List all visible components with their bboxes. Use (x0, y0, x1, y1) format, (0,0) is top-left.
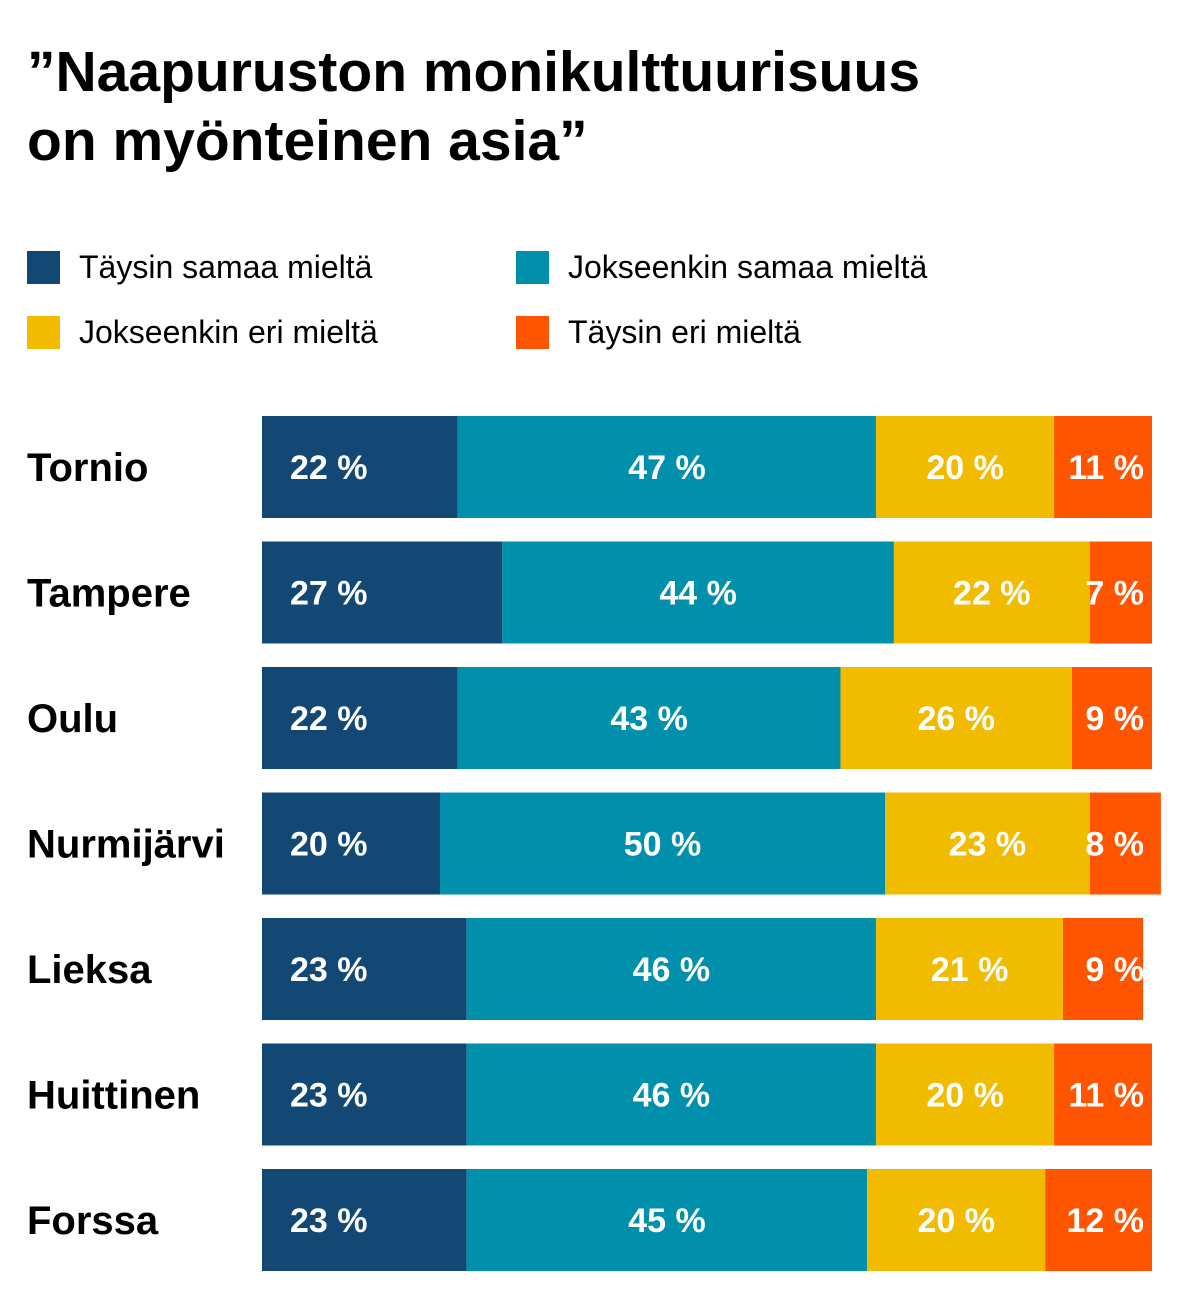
row-label-huittinen: Huittinen (27, 1074, 200, 1118)
legend-label-jokseenkin-eri: Jokseenkin eri mieltä (79, 314, 378, 350)
data-label-lieksa-jokseenkin-eri-mielta: 21 % (931, 951, 1009, 989)
data-label-nurmijarvi-taysin-samaa-mielta: 20 % (290, 826, 368, 864)
bar-segment-forssa-jokseenkin-samaa-mielta (466, 1169, 868, 1271)
data-label-tornio-jokseenkin-samaa-mielta: 47 % (628, 449, 706, 487)
data-label-forssa-taysin-samaa-mielta: 23 % (290, 1202, 368, 1240)
bar-segment-oulu-jokseenkin-eri-mielta (840, 667, 1072, 769)
data-label-nurmijarvi-taysin-eri-mielta: 8 % (1085, 826, 1144, 864)
bar-segment-tornio-taysin-samaa-mielta (262, 416, 458, 518)
data-label-tampere-jokseenkin-eri-mielta: 22 % (953, 575, 1031, 613)
legend-label-taysin-eri: Täysin eri mieltä (568, 314, 801, 350)
bar-segment-tampere-jokseenkin-samaa-mielta (502, 541, 894, 644)
row-label-tornio: Tornio (27, 446, 148, 490)
legend-swatch-taysin-eri (516, 316, 549, 349)
data-label-huittinen-taysin-eri-mielta: 11 % (1068, 1077, 1144, 1115)
data-label-lieksa-jokseenkin-samaa-mielta: 46 % (633, 951, 711, 989)
legend-swatch-jokseenkin-samaa (516, 251, 549, 284)
bar-segment-tornio-taysin-eri-mielta (1054, 416, 1152, 518)
row-label-forssa: Forssa (27, 1199, 159, 1243)
data-label-oulu-jokseenkin-samaa-mielta: 43 % (610, 700, 688, 738)
legend-label-taysin-samaa: Täysin samaa mieltä (79, 249, 373, 285)
data-label-nurmijarvi-jokseenkin-samaa-mielta: 50 % (624, 826, 702, 864)
bar-segment-lieksa-taysin-samaa-mielta (262, 918, 467, 1020)
chart-title: ”Naapuruston monikulttuurisuus on myönte… (27, 38, 1177, 176)
data-label-oulu-jokseenkin-eri-mielta: 26 % (917, 700, 995, 738)
bar-segment-oulu-taysin-eri-mielta (1071, 667, 1152, 769)
data-label-lieksa-taysin-samaa-mielta: 23 % (290, 951, 368, 989)
chart-title-line-1: ”Naapuruston monikulttuurisuus (27, 40, 921, 104)
bar-segment-forssa-taysin-eri-mielta (1045, 1169, 1152, 1271)
bar-segment-lieksa-taysin-eri-mielta (1063, 918, 1144, 1020)
data-label-tornio-taysin-samaa-mielta: 22 % (290, 449, 368, 487)
bar-segment-nurmijarvi-taysin-eri-mielta (1089, 792, 1161, 895)
data-label-forssa-jokseenkin-eri-mielta: 20 % (917, 1202, 995, 1240)
bar-segment-nurmijarvi-jokseenkin-samaa-mielta (440, 792, 885, 895)
row-label-nurmijarvi: Nurmijärvi (27, 823, 225, 867)
data-label-huittinen-jokseenkin-eri-mielta: 20 % (926, 1077, 1004, 1115)
bar-segment-forssa-jokseenkin-eri-mielta (867, 1169, 1046, 1271)
data-label-tampere-jokseenkin-samaa-mielta: 44 % (659, 575, 737, 613)
bar-segment-huittinen-taysin-eri-mielta (1054, 1043, 1152, 1146)
data-label-oulu-taysin-samaa-mielta: 22 % (290, 700, 368, 738)
row-label-lieksa: Lieksa (27, 948, 152, 992)
chart-title-line-2: on myönteinen asia” (27, 109, 588, 173)
bar-segment-tampere-jokseenkin-eri-mielta (893, 541, 1090, 644)
bar-segment-huittinen-jokseenkin-samaa-mielta (466, 1043, 877, 1146)
bar-segment-oulu-jokseenkin-samaa-mielta (457, 667, 841, 769)
data-label-huittinen-taysin-samaa-mielta: 23 % (290, 1077, 368, 1115)
bar-segment-oulu-taysin-samaa-mielta (262, 667, 458, 769)
bar-segment-nurmijarvi-jokseenkin-eri-mielta (885, 792, 1090, 895)
bar-segment-lieksa-jokseenkin-samaa-mielta (466, 918, 877, 1020)
data-label-huittinen-jokseenkin-samaa-mielta: 46 % (633, 1077, 711, 1115)
legend-swatch-jokseenkin-eri (27, 316, 60, 349)
data-label-tampere-taysin-samaa-mielta: 27 % (290, 575, 368, 613)
data-label-oulu-taysin-eri-mielta: 9 % (1085, 700, 1144, 738)
row-label-oulu: Oulu (27, 697, 118, 741)
data-label-nurmijarvi-jokseenkin-eri-mielta: 23 % (949, 826, 1027, 864)
data-label-forssa-taysin-eri-mielta: 12 % (1067, 1202, 1145, 1240)
bar-segment-huittinen-taysin-samaa-mielta (262, 1043, 467, 1146)
bar-segment-huittinen-jokseenkin-eri-mielta (876, 1043, 1055, 1146)
data-label-lieksa-taysin-eri-mielta: 9 % (1085, 951, 1144, 989)
data-label-tornio-jokseenkin-eri-mielta: 20 % (926, 449, 1004, 487)
bar-segment-lieksa-jokseenkin-eri-mielta (876, 918, 1063, 1020)
legend-label-jokseenkin-samaa: Jokseenkin samaa mieltä (568, 249, 928, 285)
bar-segment-nurmijarvi-taysin-samaa-mielta (262, 792, 440, 895)
bar-segment-tampere-taysin-samaa-mielta (262, 541, 503, 644)
bar-segment-forssa-taysin-samaa-mielta (262, 1169, 467, 1271)
data-label-forssa-jokseenkin-samaa-mielta: 45 % (628, 1202, 706, 1240)
bar-segment-tornio-jokseenkin-samaa-mielta (457, 416, 877, 518)
data-label-tampere-taysin-eri-mielta: 7 % (1085, 575, 1144, 613)
row-label-tampere: Tampere (27, 572, 191, 616)
bar-segment-tampere-taysin-eri-mielta (1089, 541, 1152, 644)
legend-swatch-taysin-samaa (27, 251, 60, 284)
data-label-tornio-taysin-eri-mielta: 11 % (1068, 449, 1144, 487)
bar-segment-tornio-jokseenkin-eri-mielta (876, 416, 1055, 518)
